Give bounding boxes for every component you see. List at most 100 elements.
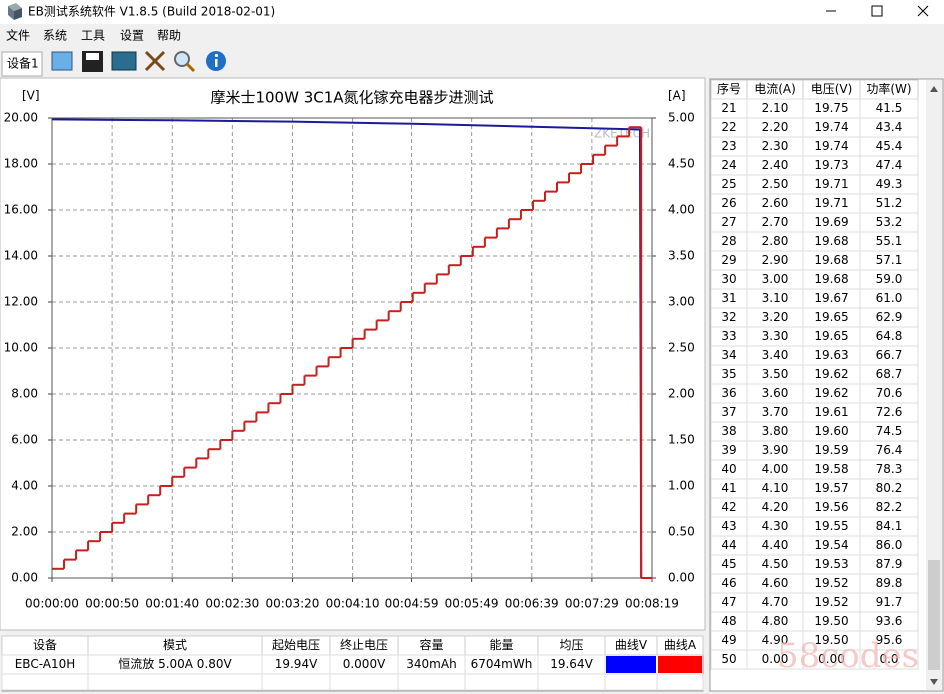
cell-text: 57.1 xyxy=(876,253,903,267)
y2-tick-label: 3.00 xyxy=(668,295,695,309)
curve-swatch[interactable] xyxy=(606,656,656,673)
empty-cell xyxy=(87,673,263,691)
chart-title: 摩米士100W 3C1A氮化镓充电器步进测试 xyxy=(210,89,493,107)
cell-text: 3.70 xyxy=(762,405,789,419)
chart-icon[interactable] xyxy=(111,51,137,71)
cell-text: 36 xyxy=(721,386,736,400)
menu-item[interactable]: 设置 xyxy=(120,29,144,43)
scroll-down[interactable] xyxy=(930,679,938,685)
search-icon[interactable] xyxy=(174,51,190,67)
cell-text: 4.80 xyxy=(762,614,789,628)
cell-text: 27 xyxy=(721,215,736,229)
cell-text: 19.75 xyxy=(814,101,848,115)
empty-cell xyxy=(656,673,704,691)
cell-text: 0.00 xyxy=(762,652,789,666)
y-tick-label: 0.00 xyxy=(11,571,38,585)
cell-text: 43.4 xyxy=(876,120,903,134)
cell-text: 2.80 xyxy=(762,234,789,248)
cell-text: 45 xyxy=(721,557,736,571)
cell-text: 59.0 xyxy=(876,272,903,286)
scrollbar-track[interactable] xyxy=(926,80,942,690)
cell-text: 2.50 xyxy=(762,177,789,191)
y2-tick-label: 3.50 xyxy=(668,249,695,263)
cell-text: 恒流放 5.00A 0.80V xyxy=(118,656,232,671)
header-text: 终止电压 xyxy=(340,637,388,652)
cell-text: 19.58 xyxy=(814,462,848,476)
cell-text: 68.7 xyxy=(876,367,903,381)
cell-text: 19.62 xyxy=(814,367,848,381)
y2-tick-label: 0.50 xyxy=(668,525,695,539)
header-text: 序号 xyxy=(717,81,741,96)
cell-text: 55.1 xyxy=(876,234,903,248)
cell-text: 19.57 xyxy=(814,481,848,495)
cell-text: 19.56 xyxy=(814,500,848,514)
header-text: 电压(V) xyxy=(811,82,853,96)
cell-text: 2.30 xyxy=(762,139,789,153)
cell-text: 19.52 xyxy=(814,595,848,609)
scrollbar-thumb[interactable] xyxy=(928,560,940,670)
y2-tick-label: 2.50 xyxy=(668,341,695,355)
device-tab-label[interactable]: 设备1 xyxy=(7,57,39,71)
cell-text: 40 xyxy=(721,462,736,476)
menu-bar: 文件 系统 工具 设置 帮助 xyxy=(6,28,181,43)
cell-text: 4.40 xyxy=(762,538,789,552)
cell-text: 86.0 xyxy=(876,538,903,552)
app-icon xyxy=(8,3,22,20)
watermark: 58codes xyxy=(777,636,919,676)
menu-item[interactable]: 文件 xyxy=(6,28,30,43)
scroll-up[interactable] xyxy=(930,86,938,92)
cell-text: 4.70 xyxy=(762,595,789,609)
cell-text: 3.60 xyxy=(762,386,789,400)
cell-text: 93.6 xyxy=(876,614,903,628)
cell-text: 19.59 xyxy=(814,443,848,457)
maximize-button[interactable] xyxy=(871,5,883,17)
cell-text: 19.69 xyxy=(814,215,848,229)
cell-text: 47.4 xyxy=(876,158,903,172)
header-text: 曲线A xyxy=(664,638,697,652)
cell-text: 35 xyxy=(721,367,736,381)
cell-text: 0.0 xyxy=(879,652,898,666)
tools-icon[interactable] xyxy=(144,50,166,72)
empty-cell xyxy=(329,673,399,691)
y-tick-label: 14.00 xyxy=(4,249,38,263)
header-text: 模式 xyxy=(163,638,187,652)
cell-text: 19.63 xyxy=(814,348,848,362)
open-icon[interactable] xyxy=(51,51,73,71)
menu-item[interactable]: 帮助 xyxy=(157,29,181,43)
y-tick-label: 10.00 xyxy=(4,341,38,355)
cell-text: 74.5 xyxy=(876,424,903,438)
cell-text: 46 xyxy=(721,576,736,590)
cell-text: 3.80 xyxy=(762,424,789,438)
y2-axis-label: [A] xyxy=(668,89,686,103)
y2-tick-label: 1.00 xyxy=(668,479,695,493)
cell-text: 3.10 xyxy=(762,291,789,305)
cell-text: 89.8 xyxy=(876,576,903,590)
cell-text: 19.55 xyxy=(814,519,848,533)
cell-text: 19.71 xyxy=(814,196,848,210)
y2-tick-label: 4.00 xyxy=(668,203,695,217)
cell-text: 19.62 xyxy=(814,386,848,400)
cell-text: 6704mWh xyxy=(471,657,533,671)
y-tick-label: 8.00 xyxy=(11,387,38,401)
cell-text: 91.7 xyxy=(876,595,903,609)
cell-text: 66.7 xyxy=(876,348,903,362)
curve-swatch[interactable] xyxy=(658,656,702,673)
header-text: 能量 xyxy=(489,638,513,652)
cell-text: 19.52 xyxy=(814,576,848,590)
device-tab[interactable] xyxy=(1,51,43,77)
cell-text: 19.60 xyxy=(814,424,848,438)
cell-text: 3.50 xyxy=(762,367,789,381)
cell-text: 19.50 xyxy=(814,633,848,647)
cell-text: 72.6 xyxy=(876,405,903,419)
cell-text: 62.9 xyxy=(876,310,903,324)
cell-text: 45.4 xyxy=(876,139,903,153)
menu-item[interactable]: 系统 xyxy=(43,29,67,43)
close-button[interactable] xyxy=(917,5,929,17)
cell-text: 32 xyxy=(721,310,736,324)
y2-tick-label: 2.00 xyxy=(668,387,695,401)
x-tick-label: 00:02:30 xyxy=(205,597,259,611)
cell-text: 44 xyxy=(721,538,736,552)
menu-item[interactable]: 工具 xyxy=(81,29,105,43)
cell-text: 21 xyxy=(721,101,736,115)
header-text: 容量 xyxy=(419,637,443,652)
